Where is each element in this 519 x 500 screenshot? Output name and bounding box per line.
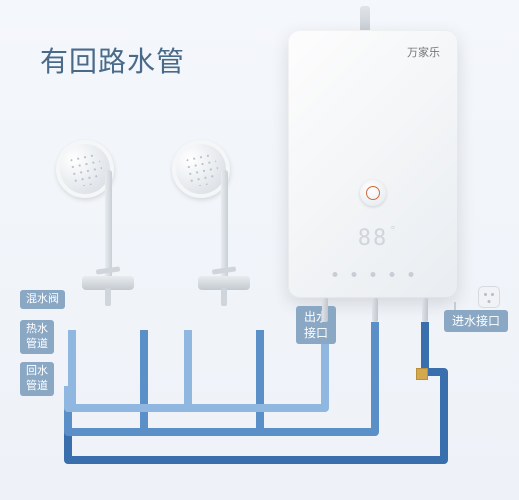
tag-outlet-port: 出水接口 (296, 306, 336, 344)
heater-port-connector-1 (322, 298, 328, 322)
shower-arm-2 (221, 170, 228, 278)
brass-tee-fitting (416, 368, 428, 380)
shower-arm-1 (105, 170, 112, 278)
pipe-network (0, 0, 519, 500)
heater-port-connector-3 (422, 298, 428, 322)
heater-port-connector-2 (372, 298, 378, 322)
tag-mixer-valve: 混水阀 (20, 290, 65, 309)
diagram-canvas: 有回路水管 万家乐 88 出水接口 进水接口 混水阀 热水管道 回水管道 (0, 0, 519, 500)
tag-inlet-port: 进水接口 (444, 310, 508, 332)
tag-return-pipe: 回水管道 (20, 362, 54, 396)
mixer-faucet-2 (198, 272, 250, 294)
tag-hot-pipe: 热水管道 (20, 320, 54, 354)
mixer-faucet-1 (82, 272, 134, 294)
pipe-hot (68, 322, 325, 408)
